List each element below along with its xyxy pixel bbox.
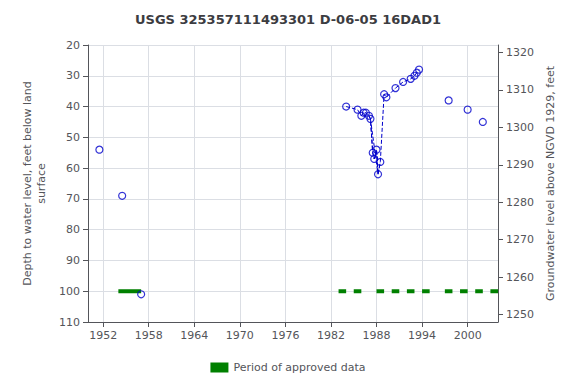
- svg-text:Depth to water level, feet bel: Depth to water level, feet below land: [21, 81, 34, 286]
- svg-text:USGS 325357111493301 D-06-05 1: USGS 325357111493301 D-06-05 16DAD1: [135, 12, 441, 27]
- svg-text:1270: 1270: [506, 233, 534, 246]
- svg-text:1994: 1994: [408, 329, 436, 342]
- svg-text:20: 20: [66, 39, 80, 52]
- svg-text:1976: 1976: [271, 329, 299, 342]
- svg-text:1290: 1290: [506, 158, 534, 171]
- svg-text:110: 110: [59, 316, 80, 329]
- svg-text:60: 60: [66, 162, 80, 175]
- svg-text:40: 40: [66, 100, 80, 113]
- svg-text:1280: 1280: [506, 196, 534, 209]
- svg-text:2000: 2000: [454, 329, 482, 342]
- svg-text:70: 70: [66, 192, 80, 205]
- svg-text:1320: 1320: [506, 46, 534, 59]
- svg-text:surface: surface: [35, 163, 48, 204]
- svg-text:1982: 1982: [317, 329, 345, 342]
- svg-text:1300: 1300: [506, 121, 534, 134]
- svg-text:1988: 1988: [363, 329, 391, 342]
- svg-text:100: 100: [59, 285, 80, 298]
- svg-text:90: 90: [66, 254, 80, 267]
- svg-text:Period of approved data: Period of approved data: [233, 361, 365, 374]
- svg-text:1958: 1958: [135, 329, 163, 342]
- svg-text:1250: 1250: [506, 308, 534, 321]
- svg-text:1310: 1310: [506, 83, 534, 96]
- svg-text:Groundwater level above NGVD 1: Groundwater level above NGVD 1929, feet: [544, 65, 557, 301]
- svg-text:1952: 1952: [89, 329, 117, 342]
- svg-text:50: 50: [66, 131, 80, 144]
- svg-text:1964: 1964: [180, 329, 208, 342]
- svg-text:1260: 1260: [506, 271, 534, 284]
- svg-text:30: 30: [66, 69, 80, 82]
- svg-text:1970: 1970: [226, 329, 254, 342]
- svg-text:80: 80: [66, 223, 80, 236]
